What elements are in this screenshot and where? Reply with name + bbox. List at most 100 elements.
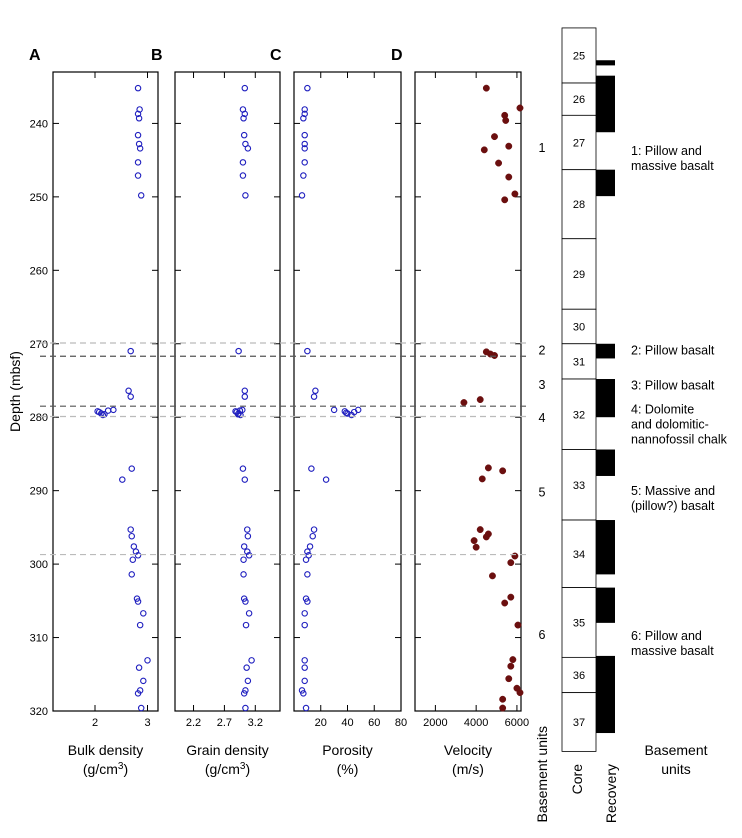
data-point <box>242 192 249 199</box>
data-point <box>130 543 138 550</box>
data-point <box>499 467 507 475</box>
panel-frame <box>414 71 522 712</box>
basement-unit-number: 5 <box>539 485 546 499</box>
data-point <box>244 145 252 152</box>
recovered-interval <box>596 379 615 418</box>
data-point <box>505 675 513 683</box>
basement-unit-number: 6 <box>539 628 546 642</box>
data-point <box>310 393 318 400</box>
data-point <box>140 677 147 685</box>
data-point <box>119 476 126 483</box>
data-point <box>136 621 144 629</box>
data-point <box>507 662 515 670</box>
data-point <box>239 172 247 179</box>
core-number: 29 <box>573 269 585 281</box>
core-number: 32 <box>573 409 585 421</box>
unit-description-line: 1: Pillow and <box>631 144 702 158</box>
y-tick-label: 320 <box>30 706 48 718</box>
data-point <box>322 476 330 483</box>
x-axis-unit: (%) <box>337 761 359 777</box>
x-tick-label: 40 <box>341 717 353 729</box>
x-axis-unit: (m/s) <box>452 761 484 777</box>
data-point <box>478 475 486 483</box>
x-tick-label: 3 <box>144 717 150 729</box>
y-tick-label: 260 <box>30 265 48 277</box>
data-point <box>302 556 310 563</box>
core-box <box>561 378 597 450</box>
data-point <box>482 84 490 92</box>
data-point <box>298 192 306 199</box>
x-tick-label: 6000 <box>505 717 529 729</box>
data-point <box>499 695 507 703</box>
core-number: 25 <box>573 50 585 62</box>
x-axis-label: Porosity <box>322 742 373 758</box>
data-point <box>507 559 515 567</box>
data-point <box>140 610 147 617</box>
data-point <box>516 104 524 112</box>
unit-description-line: nannofossil chalk <box>631 433 728 447</box>
core-number: 37 <box>573 717 585 729</box>
data-point <box>501 196 509 204</box>
core-number: 26 <box>573 94 585 106</box>
data-point <box>144 657 151 664</box>
core-box <box>561 114 597 171</box>
x-axis-label: Bulk density <box>68 742 143 758</box>
recovered-interval <box>596 75 615 133</box>
core-column-label: Core <box>569 764 585 795</box>
basement-unit-number: 1 <box>539 141 546 155</box>
basement-units-label: units <box>661 761 691 777</box>
data-point <box>240 115 247 122</box>
data-point <box>241 84 249 92</box>
panel-d: D 2000 4000 6000 Velocity (m/s) <box>391 47 529 777</box>
x-axis-unit-text: (%) <box>337 761 359 777</box>
data-point <box>301 677 308 685</box>
bottom-labels: Basement units Core Recovery Basement units <box>534 726 708 823</box>
core-number: 34 <box>573 549 585 561</box>
data-point <box>501 599 509 607</box>
data-point <box>128 532 136 540</box>
data-point <box>242 704 249 712</box>
recovered-interval <box>596 60 615 66</box>
y-axis-label: Depth (mbsf) <box>7 351 23 432</box>
basement-unit-number: 3 <box>539 378 546 392</box>
x-tick-label: 3.2 <box>248 717 263 729</box>
basement-unit-numbers: 1 2 3 4 5 6 <box>539 141 546 642</box>
data-point <box>244 548 251 555</box>
panel-letter: D <box>391 47 403 64</box>
panel-letter: C <box>270 47 282 64</box>
unit-description-line: massive basalt <box>631 644 714 658</box>
data-point <box>135 140 143 148</box>
x-axis-unit-text: (g/cm <box>205 761 240 777</box>
x-axis-unit-superscript: 3 <box>118 761 124 772</box>
data-point <box>484 464 492 472</box>
x-axis-unit-superscript: 3 <box>240 761 246 772</box>
data-point <box>134 159 142 166</box>
unit-description-line: (pillow?) basalt <box>631 499 715 513</box>
core-number: 31 <box>573 356 585 368</box>
data-point <box>134 84 142 92</box>
y-tick-label: 310 <box>30 633 48 645</box>
depth-axis-label: Depth (mbsf) <box>7 351 23 432</box>
data-point <box>301 110 308 118</box>
data-point <box>125 387 132 395</box>
unit-description-line: massive basalt <box>631 159 714 173</box>
data-point <box>476 526 484 534</box>
data-point <box>245 552 253 559</box>
data-point <box>134 598 142 605</box>
data-point <box>301 621 308 629</box>
data-point <box>507 593 515 601</box>
data-point <box>134 552 142 559</box>
data-point <box>509 656 517 664</box>
data-point <box>301 106 308 113</box>
core-number: 36 <box>573 670 585 682</box>
data-point <box>241 476 249 483</box>
data-point <box>127 393 134 400</box>
data-point <box>135 115 143 122</box>
data-point <box>491 352 498 359</box>
data-point <box>342 409 350 417</box>
data-point <box>239 406 246 414</box>
x-tick-label: 2000 <box>423 717 447 729</box>
panel-b: B 2.2 2.7 3.2 Grain density (g/cm3) <box>151 47 281 777</box>
data-point <box>248 657 255 664</box>
